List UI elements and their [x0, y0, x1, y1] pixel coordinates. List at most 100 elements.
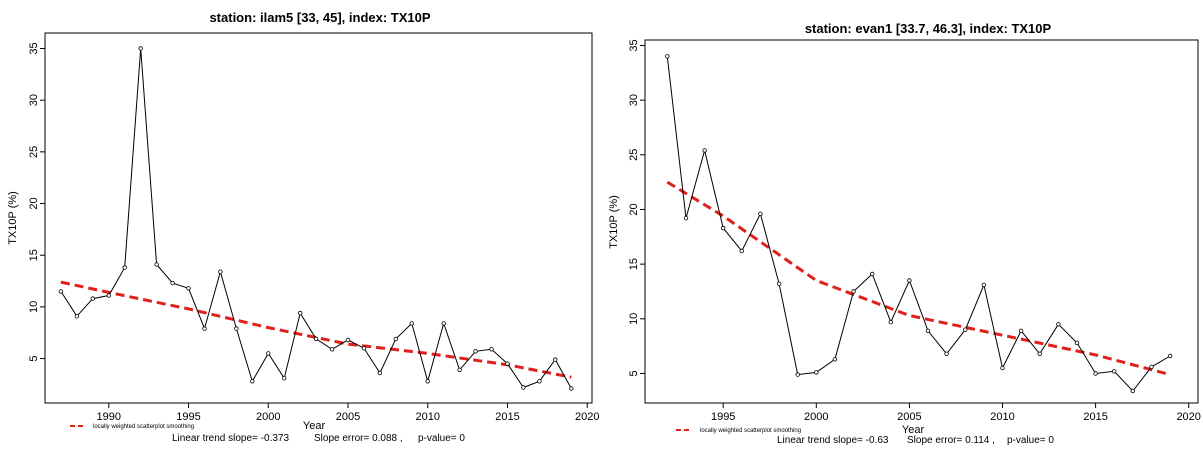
y-axis-ticks: 5 10 15 20 25 30 35 [628, 39, 645, 377]
data-point [138, 46, 143, 51]
data-point [425, 379, 430, 384]
data-point [1112, 369, 1117, 374]
x-tick-label: 1995 [711, 411, 735, 423]
x-axis-label: Year [303, 420, 326, 432]
plot-frame [644, 39, 1199, 404]
y-tick-label: 20 [28, 197, 40, 209]
data-point [250, 379, 255, 384]
x-tick-label: 2020 [1176, 411, 1200, 423]
stats-slope: Linear trend slope= -0.373 [172, 433, 289, 444]
data-point [832, 357, 838, 362]
trend-line [666, 180, 1171, 377]
data-point [795, 372, 800, 377]
y-tick-label: 10 [28, 301, 40, 313]
data-point [234, 326, 239, 331]
data-point [441, 321, 446, 326]
data-point [888, 319, 893, 325]
data-point [489, 347, 494, 352]
data-point [683, 215, 689, 221]
plot-frame [44, 32, 593, 404]
chart-evan1-svg: station: evan1 [33.7, 46.3], index: TX10… [608, 21, 1201, 446]
data-point [393, 336, 398, 342]
data-point [702, 148, 707, 153]
stats-pvalue: p-value= 0 [1007, 435, 1054, 446]
x-axis-label: Year [902, 424, 925, 436]
x-axis-ticks: 1990 1995 2000 2005 2010 2015 2020 [97, 403, 599, 423]
x-tick-label: 2010 [990, 411, 1014, 423]
data-point [186, 286, 191, 291]
x-tick-label: 2020 [575, 411, 599, 423]
data-point [758, 211, 763, 216]
data-point [154, 262, 159, 267]
y-axis-ticks: 5 10 15 20 25 30 35 [28, 42, 45, 362]
data-point [776, 281, 782, 286]
y-axis-label: TX10P (%) [608, 195, 620, 249]
data-point [473, 349, 478, 354]
x-tick-label: 2000 [804, 411, 828, 423]
data-point [665, 54, 670, 59]
data-point [944, 351, 949, 356]
data-point [1056, 322, 1061, 327]
y-tick-label: 15 [28, 249, 40, 261]
data-point [1093, 371, 1098, 376]
data-point [925, 328, 931, 333]
data-point [814, 370, 819, 375]
data-point [963, 327, 968, 332]
data-point [1037, 351, 1042, 356]
trend-line [60, 280, 572, 379]
y-tick-label: 35 [628, 39, 640, 51]
data-point [505, 361, 510, 366]
y-axis-label: TX10P (%) [7, 191, 19, 245]
stats-pvalue: p-value= 0 [418, 433, 465, 444]
chart-title: station: ilam5 [33, 45], index: TX10P [209, 10, 430, 25]
data-point [553, 357, 558, 362]
chart-title: station: evan1 [33.7, 46.3], index: TX10… [805, 21, 1052, 36]
y-tick-label: 35 [28, 42, 40, 54]
y-tick-label: 5 [628, 370, 640, 376]
data-point [266, 351, 271, 356]
data-point [377, 370, 383, 376]
data-point [170, 280, 175, 286]
stats-slope: Linear trend slope= -0.63 [777, 435, 889, 446]
data-point [74, 314, 80, 319]
data-point [457, 367, 462, 373]
data-point [282, 376, 287, 381]
data-point [1130, 388, 1135, 394]
trend-layer [666, 180, 1171, 377]
x-tick-label: 2005 [897, 411, 921, 423]
stats-error: Slope error= 0.088 , [314, 433, 403, 444]
y-tick-label: 20 [628, 203, 640, 215]
data-point [329, 347, 335, 352]
x-tick-label: 1990 [97, 411, 121, 423]
data-point [361, 346, 367, 351]
data-point [202, 326, 207, 331]
legend-label: locally weighted scatterplot smoothing [700, 428, 801, 434]
data-point [1000, 365, 1005, 371]
y-tick-label: 15 [628, 258, 640, 270]
x-tick-label: 2015 [495, 411, 519, 423]
data-point [409, 321, 414, 326]
data-point [739, 248, 744, 254]
data-point [537, 379, 542, 384]
y-tick-label: 30 [628, 94, 640, 106]
data-point [907, 278, 912, 283]
chart-ilam5-svg: station: ilam5 [33, 45], index: TX10P 19… [7, 10, 599, 444]
data-point [851, 289, 856, 294]
data-point [106, 293, 111, 298]
data-point [1074, 340, 1080, 346]
data-point [720, 225, 726, 231]
y-tick-label: 25 [28, 146, 40, 158]
data-point [122, 265, 127, 270]
y-tick-label: 5 [28, 355, 40, 361]
data-point [218, 269, 223, 274]
x-tick-label: 2010 [415, 411, 439, 423]
x-tick-label: 2000 [256, 411, 280, 423]
series-line [666, 56, 1171, 392]
y-tick-label: 30 [28, 94, 40, 106]
series-layer [58, 46, 574, 391]
data-point [58, 289, 64, 294]
data-point [298, 310, 303, 316]
legend-label: locally weighted scatterplot smoothing [93, 424, 194, 430]
y-tick-label: 25 [628, 149, 640, 161]
data-point [90, 296, 95, 301]
